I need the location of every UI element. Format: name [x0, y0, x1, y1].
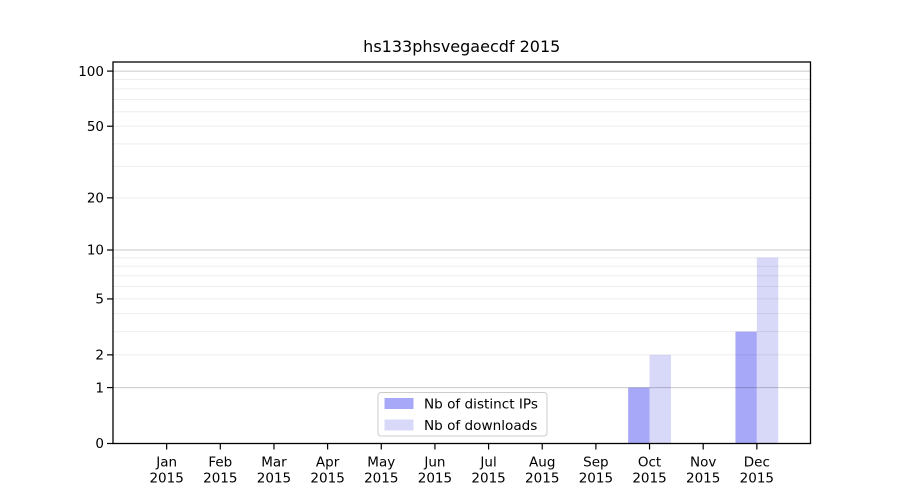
x-axis-tick-label-mar: Mar: [261, 455, 287, 471]
plot-frame-layer: [112, 61, 812, 445]
y-axis: 0 1 2 5 10 20 50 100: [78, 64, 113, 452]
x-axis-year-label-dec: 2015: [740, 471, 774, 487]
bars-layer: [628, 257, 779, 444]
gridlines-layer: [113, 70, 811, 389]
x-axis-tick-label-nov: Nov: [690, 455, 716, 471]
legend-box: [377, 392, 548, 437]
x-axis-tick-label-feb: Feb: [208, 455, 232, 471]
legend-swatch-nb-of-distinct-ips: [384, 398, 414, 409]
x-axis-year-label-oct: 2015: [632, 471, 666, 487]
x-axis-tick-label-jun: Jun: [423, 455, 445, 471]
x-axis-year-label-aug: 2015: [525, 471, 559, 487]
y-axis-tick-label-1: 1: [95, 380, 104, 396]
x-axis-tick-label-apr: Apr: [316, 455, 340, 471]
x-axis-tick-label-may: May: [367, 455, 395, 471]
x-axis-tick-label-sep: Sep: [583, 455, 608, 471]
y-axis-tick-label-2: 2: [95, 348, 104, 364]
x-axis-year-label-feb: 2015: [203, 471, 237, 487]
y-axis-tick-label-100: 100: [78, 64, 104, 80]
bar-oct-nb-of-distinct-ips: [628, 387, 650, 444]
y-axis-tick-label-10: 10: [87, 243, 104, 259]
x-axis-year-label-jul: 2015: [471, 471, 505, 487]
bar-oct-nb-of-downloads: [649, 354, 671, 444]
legend-swatch-nb-of-downloads: [384, 419, 414, 431]
legend-label-nb-of-distinct-ips: Nb of distinct IPs: [424, 396, 538, 412]
chart-title: hs133phsvegaecdf 2015: [363, 37, 560, 56]
plot-frame: [112, 61, 812, 445]
x-axis-tick-label-oct: Oct: [638, 455, 661, 471]
legend: Nb of distinct IPs Nb of downloads: [377, 392, 548, 437]
x-axis-tick-label-jul: Jul: [479, 455, 496, 471]
x-axis-tick-label-dec: Dec: [744, 455, 770, 471]
bar-dec-nb-of-downloads: [756, 257, 779, 444]
x-axis: Jan2015Feb2015Mar2015Apr2015May2015Jun20…: [149, 443, 774, 487]
y-axis-tick-label-5: 5: [95, 292, 104, 308]
x-axis-tick-label-jan: Jan: [155, 455, 177, 471]
bar-dec-nb-of-distinct-ips: [735, 331, 757, 444]
x-axis-year-label-may: 2015: [364, 471, 398, 487]
x-axis-year-label-apr: 2015: [310, 471, 344, 487]
x-axis-year-label-sep: 2015: [579, 471, 613, 487]
y-axis-tick-label-50: 50: [87, 119, 104, 135]
legend-label-nb-of-downloads: Nb of downloads: [424, 418, 537, 434]
y-axis-tick-label-20: 20: [87, 191, 104, 207]
x-axis-year-label-mar: 2015: [257, 471, 291, 487]
x-axis-tick-label-aug: Aug: [529, 455, 555, 471]
y-axis-tick-label-0: 0: [95, 436, 104, 452]
x-axis-year-label-jan: 2015: [149, 471, 183, 487]
x-axis-year-label-jun: 2015: [418, 471, 452, 487]
x-axis-year-label-nov: 2015: [686, 471, 720, 487]
